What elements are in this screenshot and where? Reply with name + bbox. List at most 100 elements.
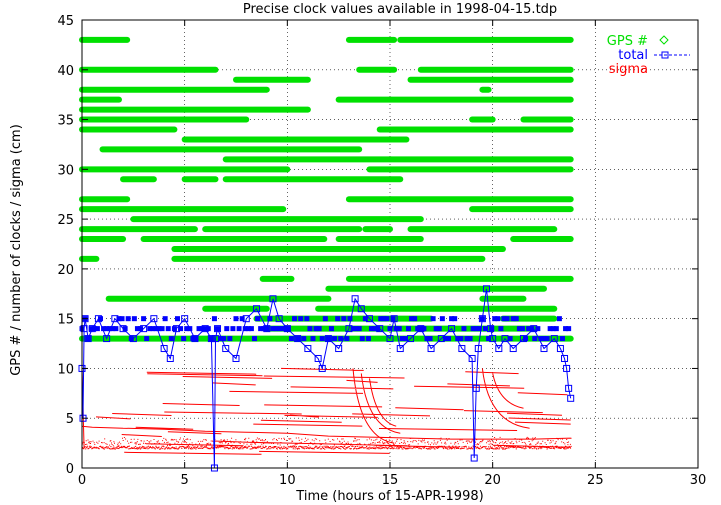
total-point xyxy=(482,326,488,332)
total-point xyxy=(227,336,233,342)
total-point xyxy=(279,326,285,332)
total-point xyxy=(510,316,516,322)
total-point xyxy=(196,326,202,332)
total-point xyxy=(472,384,480,392)
total-point xyxy=(483,285,491,293)
total-point xyxy=(160,345,168,353)
total-point xyxy=(332,336,338,342)
total-point xyxy=(424,336,430,342)
total-point xyxy=(319,336,325,342)
total-point xyxy=(421,326,427,332)
total-point xyxy=(275,315,283,323)
total-point xyxy=(498,326,504,332)
total-point xyxy=(181,315,189,323)
total-point xyxy=(292,316,298,322)
total-point xyxy=(519,326,525,332)
total-point xyxy=(141,316,147,322)
total-point xyxy=(184,326,190,332)
total-point xyxy=(316,326,322,332)
total-point xyxy=(313,326,319,332)
total-point xyxy=(85,336,91,342)
total-point xyxy=(550,326,556,332)
total-point xyxy=(125,316,131,322)
total-point xyxy=(236,326,242,332)
total-point xyxy=(353,326,359,332)
total-point xyxy=(439,316,445,322)
total-point xyxy=(464,336,470,342)
y-tick-label: 25 xyxy=(57,213,74,228)
x-tick-label: 30 xyxy=(690,473,707,488)
total-point xyxy=(486,336,492,342)
y-tick-label: 15 xyxy=(57,313,74,328)
y-tick-label: 35 xyxy=(57,114,74,129)
total-point xyxy=(556,345,564,353)
total-point xyxy=(134,326,140,332)
total-point xyxy=(415,326,421,332)
total-point xyxy=(516,326,522,332)
total-point xyxy=(233,316,239,322)
total-point xyxy=(393,326,399,332)
y-tick-label: 10 xyxy=(57,362,74,377)
total-point xyxy=(94,326,100,332)
total-point xyxy=(230,326,236,332)
total-point xyxy=(492,316,498,322)
total-point xyxy=(104,326,110,332)
total-point xyxy=(270,326,276,332)
y-tick-label: 40 xyxy=(57,64,74,79)
total-point xyxy=(84,335,92,343)
total-point xyxy=(347,316,353,322)
total-point xyxy=(553,326,559,332)
total-point xyxy=(513,316,519,322)
total-point xyxy=(119,316,125,322)
total-point xyxy=(269,295,277,303)
total-point xyxy=(540,345,548,353)
total-point xyxy=(211,316,217,322)
total-point xyxy=(116,316,122,322)
total-point xyxy=(430,316,436,322)
total-point xyxy=(307,326,313,332)
total-point xyxy=(97,316,103,322)
total-point xyxy=(372,326,378,332)
total-point xyxy=(442,336,448,342)
total-point xyxy=(359,336,365,342)
total-point xyxy=(504,316,510,322)
x-tick-label: 25 xyxy=(587,473,604,488)
total-point xyxy=(409,316,415,322)
total-point xyxy=(461,326,467,332)
total-point xyxy=(396,326,402,332)
total-point xyxy=(199,326,205,332)
total-point xyxy=(509,345,517,353)
total-point xyxy=(245,326,251,332)
total-point xyxy=(310,336,316,342)
total-point xyxy=(350,326,356,332)
total-point xyxy=(282,326,288,332)
total-point xyxy=(567,394,575,402)
total-point xyxy=(205,326,211,332)
total-point xyxy=(544,336,550,342)
total-point xyxy=(335,345,343,353)
total-point xyxy=(314,354,322,362)
total-point xyxy=(476,326,482,332)
total-point xyxy=(473,326,479,332)
x-tick-label: 15 xyxy=(382,473,399,488)
total-point xyxy=(433,326,439,332)
total-point xyxy=(295,336,301,342)
y-tick-label: 30 xyxy=(57,163,74,178)
total-point xyxy=(448,325,456,333)
total-point xyxy=(501,316,507,322)
total-point xyxy=(261,326,267,332)
total-point xyxy=(341,316,347,322)
total-point xyxy=(384,316,390,322)
total-point xyxy=(532,336,538,342)
total-point xyxy=(405,326,411,332)
total-point xyxy=(458,336,464,342)
total-point xyxy=(507,336,513,342)
total-point xyxy=(285,326,291,332)
legend-label: GPS # xyxy=(607,34,648,49)
total-point xyxy=(147,326,153,332)
total-point xyxy=(335,316,341,322)
total-point xyxy=(418,326,424,332)
total-point xyxy=(190,336,196,342)
x-axis-label: Time (hours of 15-APR-1998) xyxy=(295,489,483,504)
